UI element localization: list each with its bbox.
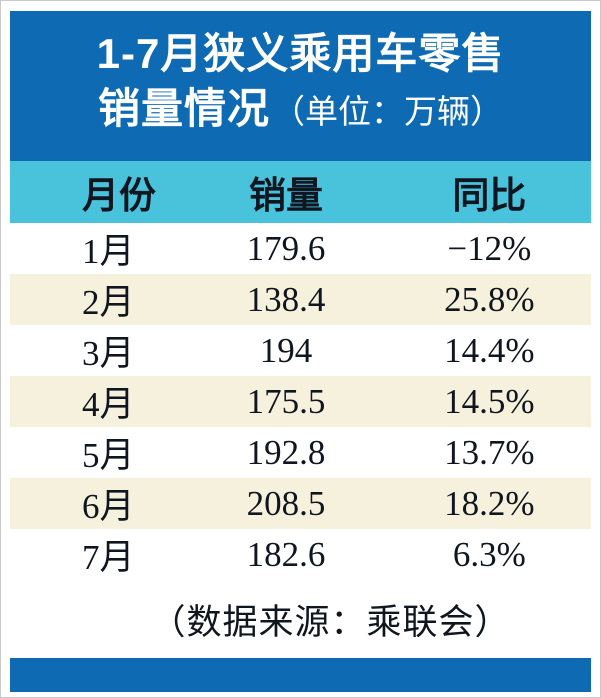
cell-month: 2月 <box>82 283 135 322</box>
chart-title-line2: 销量情况 （单位：万辆） <box>10 82 591 137</box>
table-header-row: 月份 销量 同比 <box>10 161 591 223</box>
cell-sales: 179.6 <box>246 228 326 268</box>
chart-panel: 1-7月狭义乘用车零售 销量情况 （单位：万辆） 月份 销量 同比 1月 179… <box>10 11 591 692</box>
cell-yoy: 14.4% <box>444 330 535 370</box>
cell-month: 1月 <box>82 232 135 271</box>
header-month: 月份 <box>82 176 156 217</box>
data-source-note: （数据来源：乘联会） <box>10 580 591 658</box>
cell-sales: 208.5 <box>246 483 326 523</box>
cell-yoy: 25.8% <box>444 279 535 319</box>
header-yoy: 同比 <box>452 176 527 217</box>
chart-title-line1: 1-7月狭义乘用车零售 <box>96 30 505 77</box>
cell-sales: 192.8 <box>246 432 326 472</box>
bottom-accent-bar <box>10 658 591 692</box>
cell-sales: 175.5 <box>246 381 326 421</box>
cell-sales: 138.4 <box>246 279 326 319</box>
cell-month: 6月 <box>82 487 135 526</box>
cell-yoy: −12% <box>447 228 532 268</box>
cell-month: 7月 <box>82 538 135 577</box>
table-row: 1月 179.6 −12% <box>10 223 591 274</box>
cell-month: 4月 <box>82 385 135 424</box>
table-row: 6月 208.5 18.2% <box>10 478 591 529</box>
cell-yoy: 14.5% <box>444 381 535 421</box>
chart-title: 1-7月狭义乘用车零售 销量情况 （单位：万辆） <box>10 11 591 161</box>
cell-yoy: 13.7% <box>444 432 535 472</box>
table-row: 7月 182.6 6.3% <box>10 529 591 580</box>
cell-yoy: 18.2% <box>444 483 535 523</box>
chart-title-unit: （单位：万辆） <box>272 92 503 130</box>
table-row: 4月 175.5 14.5% <box>10 376 591 427</box>
cell-month: 5月 <box>82 436 135 475</box>
table-row: 5月 192.8 13.7% <box>10 427 591 478</box>
cell-yoy: 6.3% <box>452 534 526 574</box>
chart-title-line2-text: 销量情况 <box>97 84 270 132</box>
cell-month: 3月 <box>82 334 135 373</box>
table-row: 2月 138.4 25.8% <box>10 274 591 325</box>
table-row: 3月 194 14.4% <box>10 325 591 376</box>
header-sales: 销量 <box>248 176 323 217</box>
cell-sales: 194 <box>259 330 313 370</box>
cell-sales: 182.6 <box>246 534 326 574</box>
sales-table: 月份 销量 同比 1月 179.6 −12% 2月 138.4 25.8% 3月… <box>10 161 591 658</box>
